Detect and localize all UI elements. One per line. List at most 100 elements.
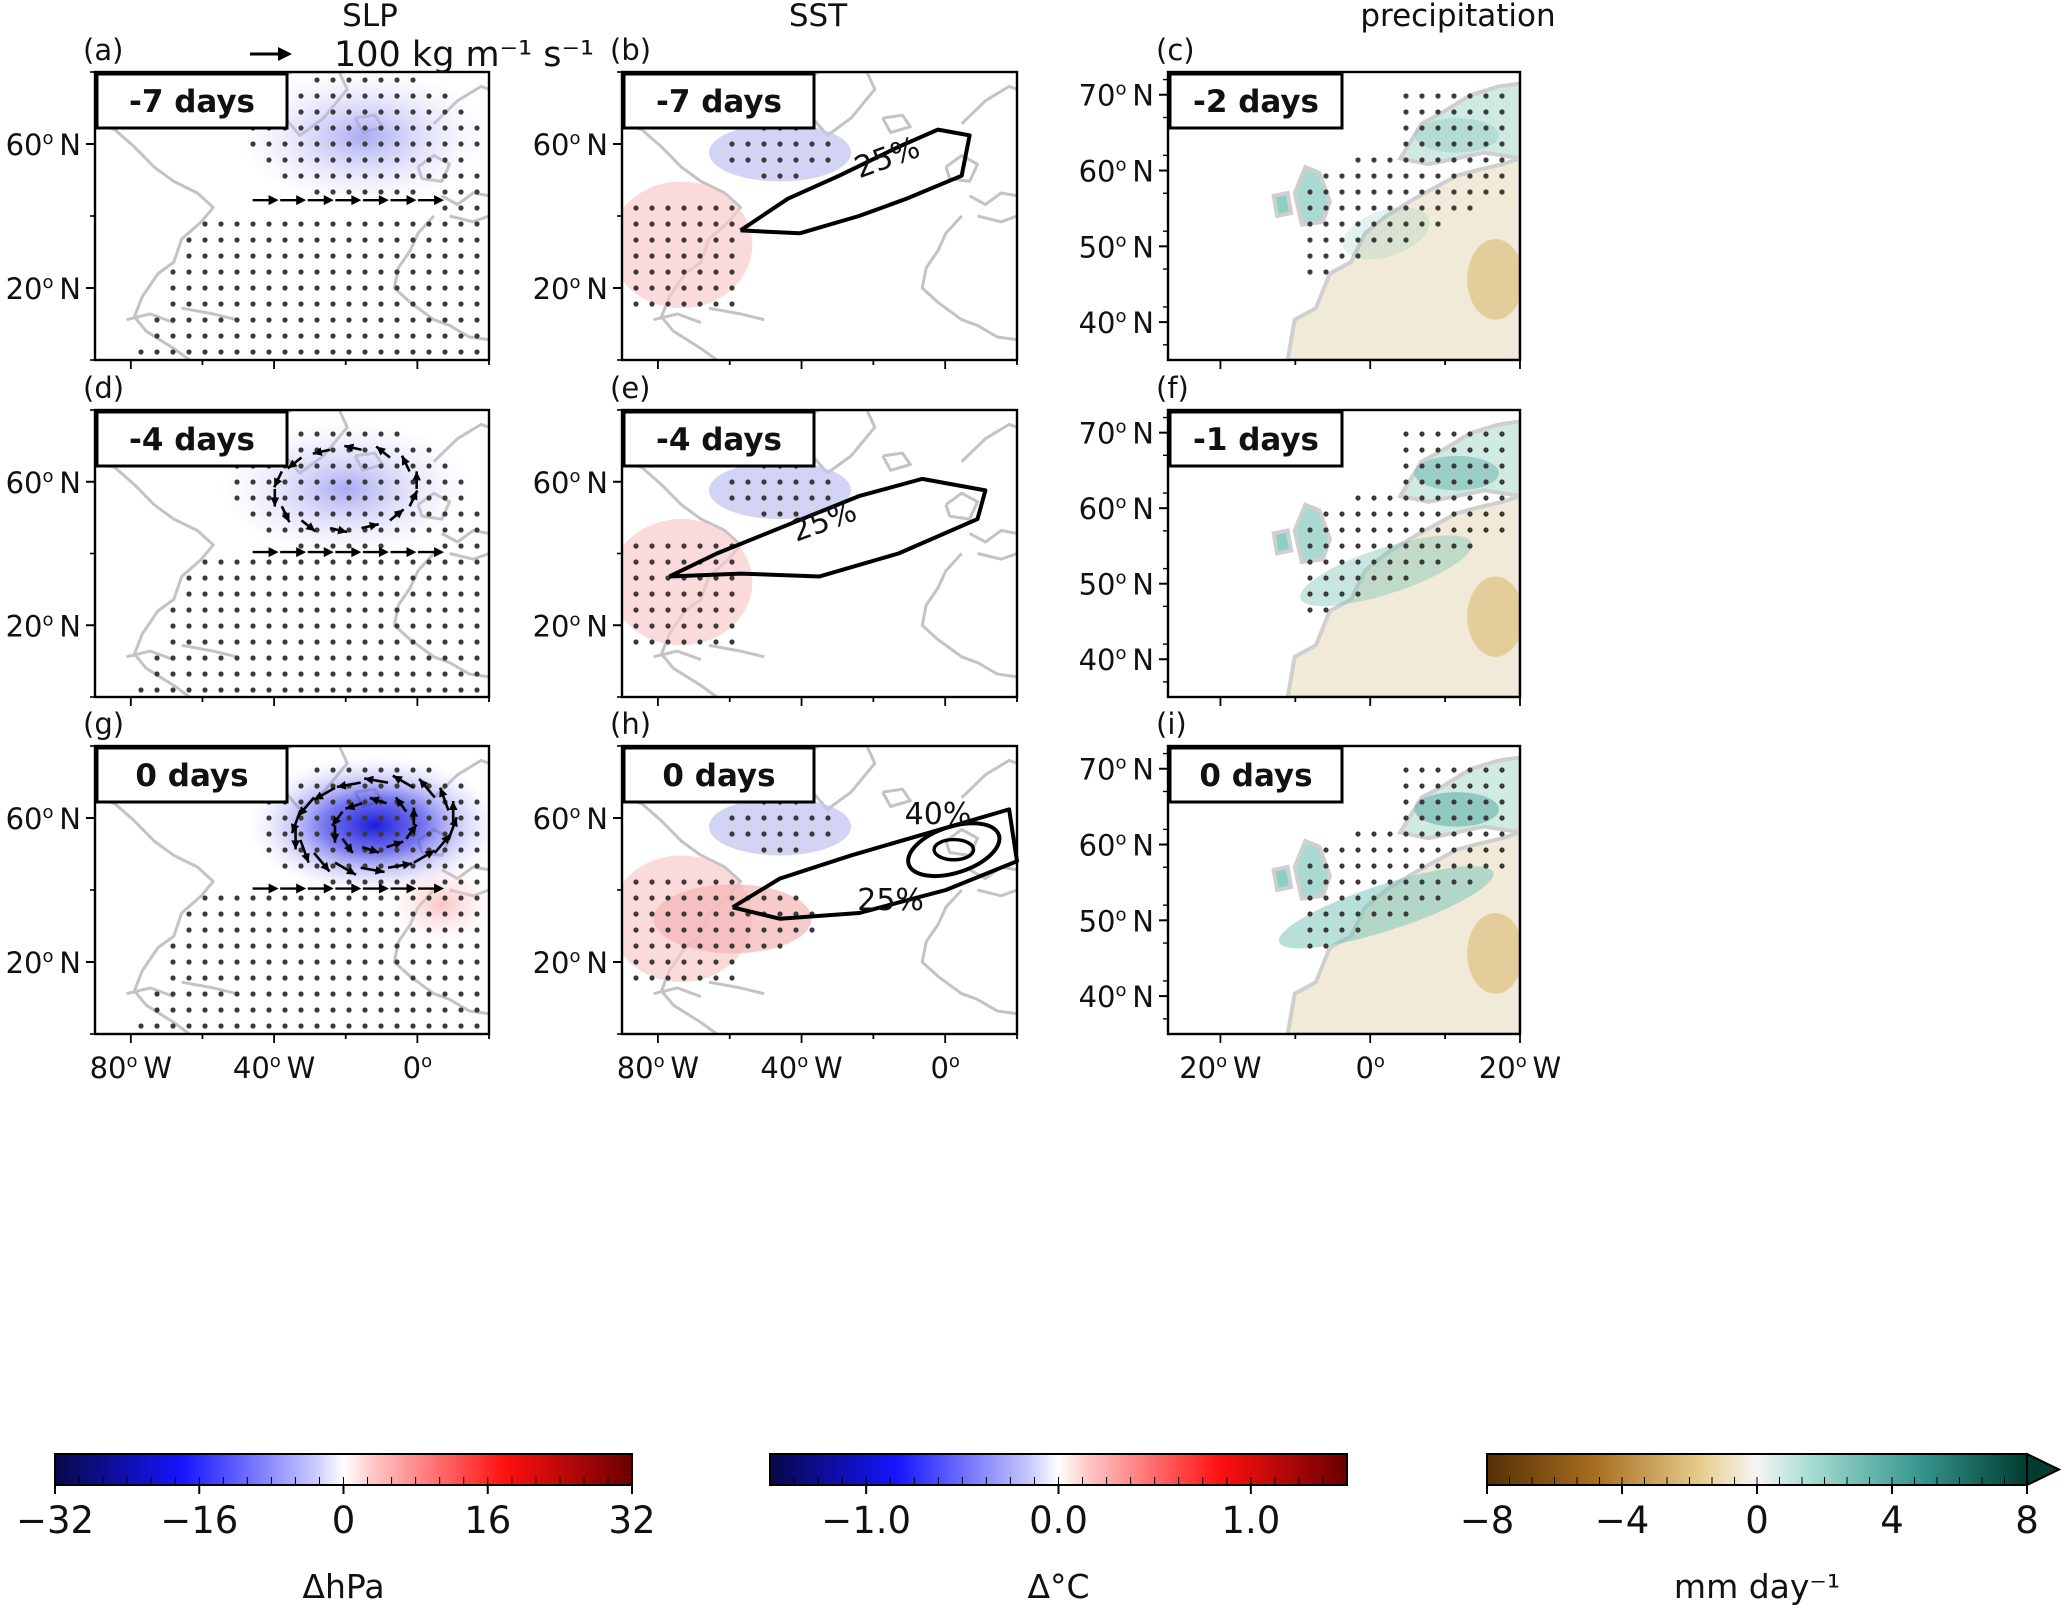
significance-dot [474, 607, 480, 613]
significance-dot [633, 301, 639, 307]
significance-dot [410, 173, 416, 179]
significance-dot [761, 141, 767, 147]
significance-dot [234, 333, 240, 339]
significance-dot [1355, 847, 1361, 853]
significance-dot [458, 349, 464, 355]
significance-dot [1323, 847, 1329, 853]
significance-dot [729, 879, 735, 885]
significance-dot [218, 317, 224, 323]
significance-dot [282, 141, 288, 147]
significance-dot [378, 495, 384, 501]
significance-dot [346, 687, 352, 693]
significance-dot [1339, 205, 1345, 211]
significance-dot [378, 991, 384, 997]
significance-dot [1307, 575, 1313, 581]
significance-dot [1355, 205, 1361, 211]
significance-dot [330, 269, 336, 275]
significance-dot [1451, 93, 1457, 99]
significance-dot [410, 125, 416, 131]
significance-dot [170, 975, 176, 981]
significance-dot [1451, 847, 1457, 853]
significance-dot [378, 639, 384, 645]
significance-dot [1371, 511, 1377, 517]
significance-dot [202, 1023, 208, 1029]
significance-dot [442, 975, 448, 981]
significance-dot [1483, 847, 1489, 853]
significance-dot [474, 831, 480, 837]
significance-dot [777, 157, 783, 163]
significance-dot [362, 591, 368, 597]
significance-dot [378, 237, 384, 243]
significance-dot [745, 927, 751, 933]
significance-dot [314, 767, 320, 773]
significance-dot [314, 543, 320, 549]
significance-dot [218, 591, 224, 597]
significance-dot [410, 943, 416, 949]
significance-dot [202, 959, 208, 965]
significance-dot [458, 927, 464, 933]
significance-dot [410, 1023, 416, 1029]
significance-dot [266, 221, 272, 227]
significance-dot [649, 269, 655, 275]
significance-dot [474, 639, 480, 645]
significance-dot [330, 141, 336, 147]
significance-dot [298, 831, 304, 837]
significance-dot [314, 93, 320, 99]
flux-vector-head [402, 860, 412, 870]
significance-dot [442, 189, 448, 195]
coastline [881, 787, 912, 808]
significance-dot [1371, 543, 1377, 549]
significance-dot [1419, 815, 1425, 821]
significance-dot [346, 253, 352, 259]
coastline [968, 191, 1017, 206]
significance-dot [1435, 783, 1441, 789]
significance-dot [665, 301, 671, 307]
significance-dot [1483, 447, 1489, 453]
x-tick-label: 40o W [233, 1051, 315, 1085]
significance-dot [442, 109, 448, 115]
significance-dot [697, 221, 703, 227]
europe-land [1285, 156, 1520, 360]
significance-dot [1371, 495, 1377, 501]
significance-dot [378, 189, 384, 195]
significance-dot [346, 799, 352, 805]
significance-dot [330, 607, 336, 613]
significance-dot [1435, 109, 1441, 115]
significance-dot [186, 607, 192, 613]
significance-dot [681, 911, 687, 917]
significance-dot [729, 623, 735, 629]
significance-dot [314, 799, 320, 805]
significance-dot [186, 1023, 192, 1029]
column-title: precipitation [1360, 0, 1555, 34]
significance-dot [266, 959, 272, 965]
significance-dot [186, 623, 192, 629]
significance-dot [410, 671, 416, 677]
colorbar-unit-label: ΔhPa [302, 1567, 384, 1606]
significance-dot [1403, 109, 1409, 115]
significance-dot [1451, 431, 1457, 437]
y-tick-label: 50o N [1079, 230, 1154, 264]
significance-dot [394, 607, 400, 613]
significance-dot [298, 447, 304, 453]
significance-dot [362, 767, 368, 773]
significance-dot [1419, 543, 1425, 549]
significance-dot [697, 623, 703, 629]
significance-dot [809, 831, 815, 837]
significance-dot [234, 639, 240, 645]
significance-dot [186, 237, 192, 243]
significance-dot [729, 607, 735, 613]
significance-dot [649, 959, 655, 965]
significance-dot [1499, 93, 1505, 99]
significance-dot [1403, 831, 1409, 837]
significance-dot [266, 847, 272, 853]
significance-dot [426, 767, 432, 773]
significance-dot [202, 253, 208, 259]
significance-dot [1451, 141, 1457, 147]
significance-dot [458, 831, 464, 837]
significance-dot [474, 141, 480, 147]
significance-dot [394, 173, 400, 179]
sst-cold-anomaly [708, 797, 852, 856]
significance-dot [298, 269, 304, 275]
significance-dot [1355, 879, 1361, 885]
significance-dot [458, 333, 464, 339]
